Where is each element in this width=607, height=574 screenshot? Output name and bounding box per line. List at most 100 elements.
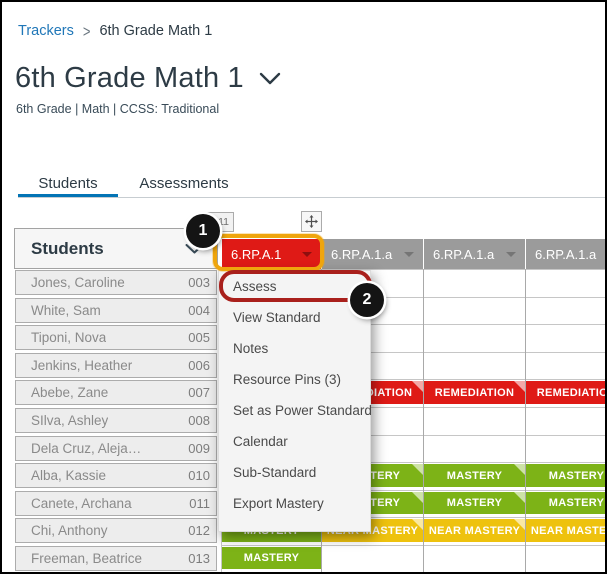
header-dropdown-icon[interactable]	[404, 252, 414, 257]
mastery-cell-label: MASTERY	[548, 469, 605, 482]
breadcrumb: Trackers > 6th Grade Math 1	[18, 21, 213, 41]
mastery-cell[interactable]: NEAR MASTERY	[424, 519, 525, 542]
grid-line	[222, 572, 607, 573]
breadcrumb-trackers-link[interactable]: Trackers	[18, 23, 74, 39]
student-row[interactable]: Chi, Anthony 012	[15, 518, 217, 543]
student-name: SIlva, Ashley	[31, 413, 109, 428]
mastery-cell[interactable]: MASTERY	[222, 547, 321, 569]
grid-line	[222, 490, 607, 491]
student-id: 010	[188, 468, 210, 483]
student-id: 003	[188, 275, 210, 290]
grid-line	[423, 269, 424, 572]
header-dropdown-icon[interactable]	[506, 252, 516, 257]
student-name: Alba, Kassie	[31, 468, 107, 483]
menu-item-view-standard[interactable]: View Standard	[233, 310, 321, 325]
menu-item-calendar[interactable]: Calendar	[233, 434, 288, 449]
note-corner-icon	[514, 519, 525, 530]
note-corner-icon	[514, 492, 525, 503]
mastery-cell[interactable]: MASTERY	[424, 464, 525, 487]
mastery-cell-label: MASTERY	[243, 552, 300, 564]
grid-line	[222, 379, 607, 380]
mastery-cell-label: NEAR MASTERY	[428, 524, 521, 537]
grid-line	[222, 517, 607, 518]
title-dropdown-icon[interactable]	[259, 72, 281, 85]
student-name: Abebe, Zane	[31, 385, 109, 400]
grid-line	[222, 269, 607, 270]
student-row[interactable]: Jenkins, Heather 006	[15, 353, 217, 378]
mastery-cell-label: REMEDIATION	[536, 386, 607, 399]
note-corner-icon	[412, 381, 423, 392]
grid-line	[222, 545, 607, 546]
page-title: 6th Grade Math 1	[15, 62, 244, 94]
mastery-cell[interactable]: MASTERY	[424, 492, 525, 514]
standard-header-6rpa1[interactable]: 6.RP.A.1	[222, 239, 321, 269]
breadcrumb-separator: >	[82, 21, 91, 41]
header-dropdown-icon[interactable]	[302, 252, 312, 257]
student-name: Dela Cruz, Aleja…	[31, 441, 142, 456]
grid-line	[222, 324, 607, 325]
menu-item-notes[interactable]: Notes	[233, 341, 269, 356]
standard-header-6rpa1a[interactable]: 6.RP.A.1.a	[526, 239, 607, 269]
student-row[interactable]: Dela Cruz, Aleja… 009	[15, 436, 217, 461]
menu-item-resource-pins[interactable]: Resource Pins (3)	[233, 372, 342, 387]
student-name: Canete, Archana	[31, 496, 132, 511]
mastery-cell[interactable]: MASTERY	[526, 492, 607, 514]
grid-line	[222, 462, 607, 463]
student-name: Jones, Caroline	[31, 275, 125, 290]
student-id: 006	[188, 358, 210, 373]
grid-line	[222, 407, 607, 408]
student-row[interactable]: Alba, Kassie 010	[15, 463, 217, 488]
standard-header-label: 6.RP.A.1.a	[433, 246, 495, 262]
tab-students[interactable]: Students	[38, 174, 98, 192]
mastery-cell-label: MASTERY	[446, 469, 503, 482]
mastery-cell[interactable]: REMEDIATION	[526, 381, 607, 404]
note-corner-icon	[514, 381, 525, 392]
mastery-cell[interactable]: NEAR MASTERY	[526, 519, 607, 542]
student-row[interactable]: Canete, Archana 011	[15, 491, 217, 516]
mastery-cell[interactable]: MASTERY	[526, 464, 607, 487]
title-row: 6th Grade Math 1	[15, 62, 281, 95]
standard-header-label: 6.RP.A.1.a	[331, 246, 393, 262]
student-row[interactable]: Freeman, Beatrice 013	[15, 546, 217, 571]
grid-line	[222, 352, 607, 353]
student-id: 007	[188, 385, 210, 400]
student-id: 013	[188, 551, 210, 566]
mastery-cell-label: MASTERY	[446, 497, 503, 509]
grid-line	[525, 269, 526, 572]
student-row[interactable]: White, Sam 004	[15, 298, 217, 323]
menu-item-set-power-standard[interactable]: Set as Power Standard	[233, 403, 372, 418]
student-id: 008	[188, 413, 210, 428]
student-name: White, Sam	[31, 303, 101, 318]
breadcrumb-current: 6th Grade Math 1	[99, 23, 213, 39]
student-id: 009	[188, 441, 210, 456]
tab-baseline	[18, 197, 605, 198]
grid-line	[222, 297, 607, 298]
tracker-subtitle: 6th Grade | Math | CCSS: Traditional	[16, 102, 220, 116]
student-row[interactable]: Jones, Caroline 003	[15, 270, 217, 295]
student-row[interactable]: Tiponi, Nova 005	[15, 325, 217, 350]
menu-item-sub-standard[interactable]: Sub-Standard	[233, 465, 317, 480]
annotation-step-1: 1	[186, 214, 220, 248]
student-row[interactable]: Abebe, Zane 007	[15, 380, 217, 405]
student-row[interactable]: SIlva, Ashley 008	[15, 408, 217, 433]
column-move-handle[interactable]	[301, 211, 322, 232]
mastery-cell-label: NEAR MASTERY	[530, 524, 607, 537]
student-id: 011	[189, 496, 210, 511]
mastery-cell[interactable]: REMEDIATION	[424, 381, 525, 404]
menu-item-export-mastery[interactable]: Export Mastery	[233, 496, 324, 511]
active-tab-underline	[18, 194, 118, 198]
note-corner-icon	[514, 464, 525, 475]
student-name: Freeman, Beatrice	[31, 551, 143, 566]
menu-item-assess[interactable]: Assess	[233, 279, 277, 294]
tab-assessments[interactable]: Assessments	[139, 174, 229, 192]
standard-header-label: 6.RP.A.1	[231, 246, 282, 262]
student-name: Chi, Anthony	[31, 523, 108, 538]
mastery-cell-label: MASTERY	[548, 497, 605, 509]
student-id: 012	[188, 523, 210, 538]
standard-header-label: 6.RP.A.1.a	[535, 246, 597, 262]
standard-header-6rpa1a[interactable]: 6.RP.A.1.a	[424, 239, 525, 269]
student-id: 005	[188, 330, 210, 345]
standard-header-6rpa1a[interactable]: 6.RP.A.1.a	[322, 239, 423, 269]
students-header-label: Students	[31, 238, 104, 258]
standard-context-menu: Assess View Standard Notes Resource Pins…	[218, 270, 372, 532]
